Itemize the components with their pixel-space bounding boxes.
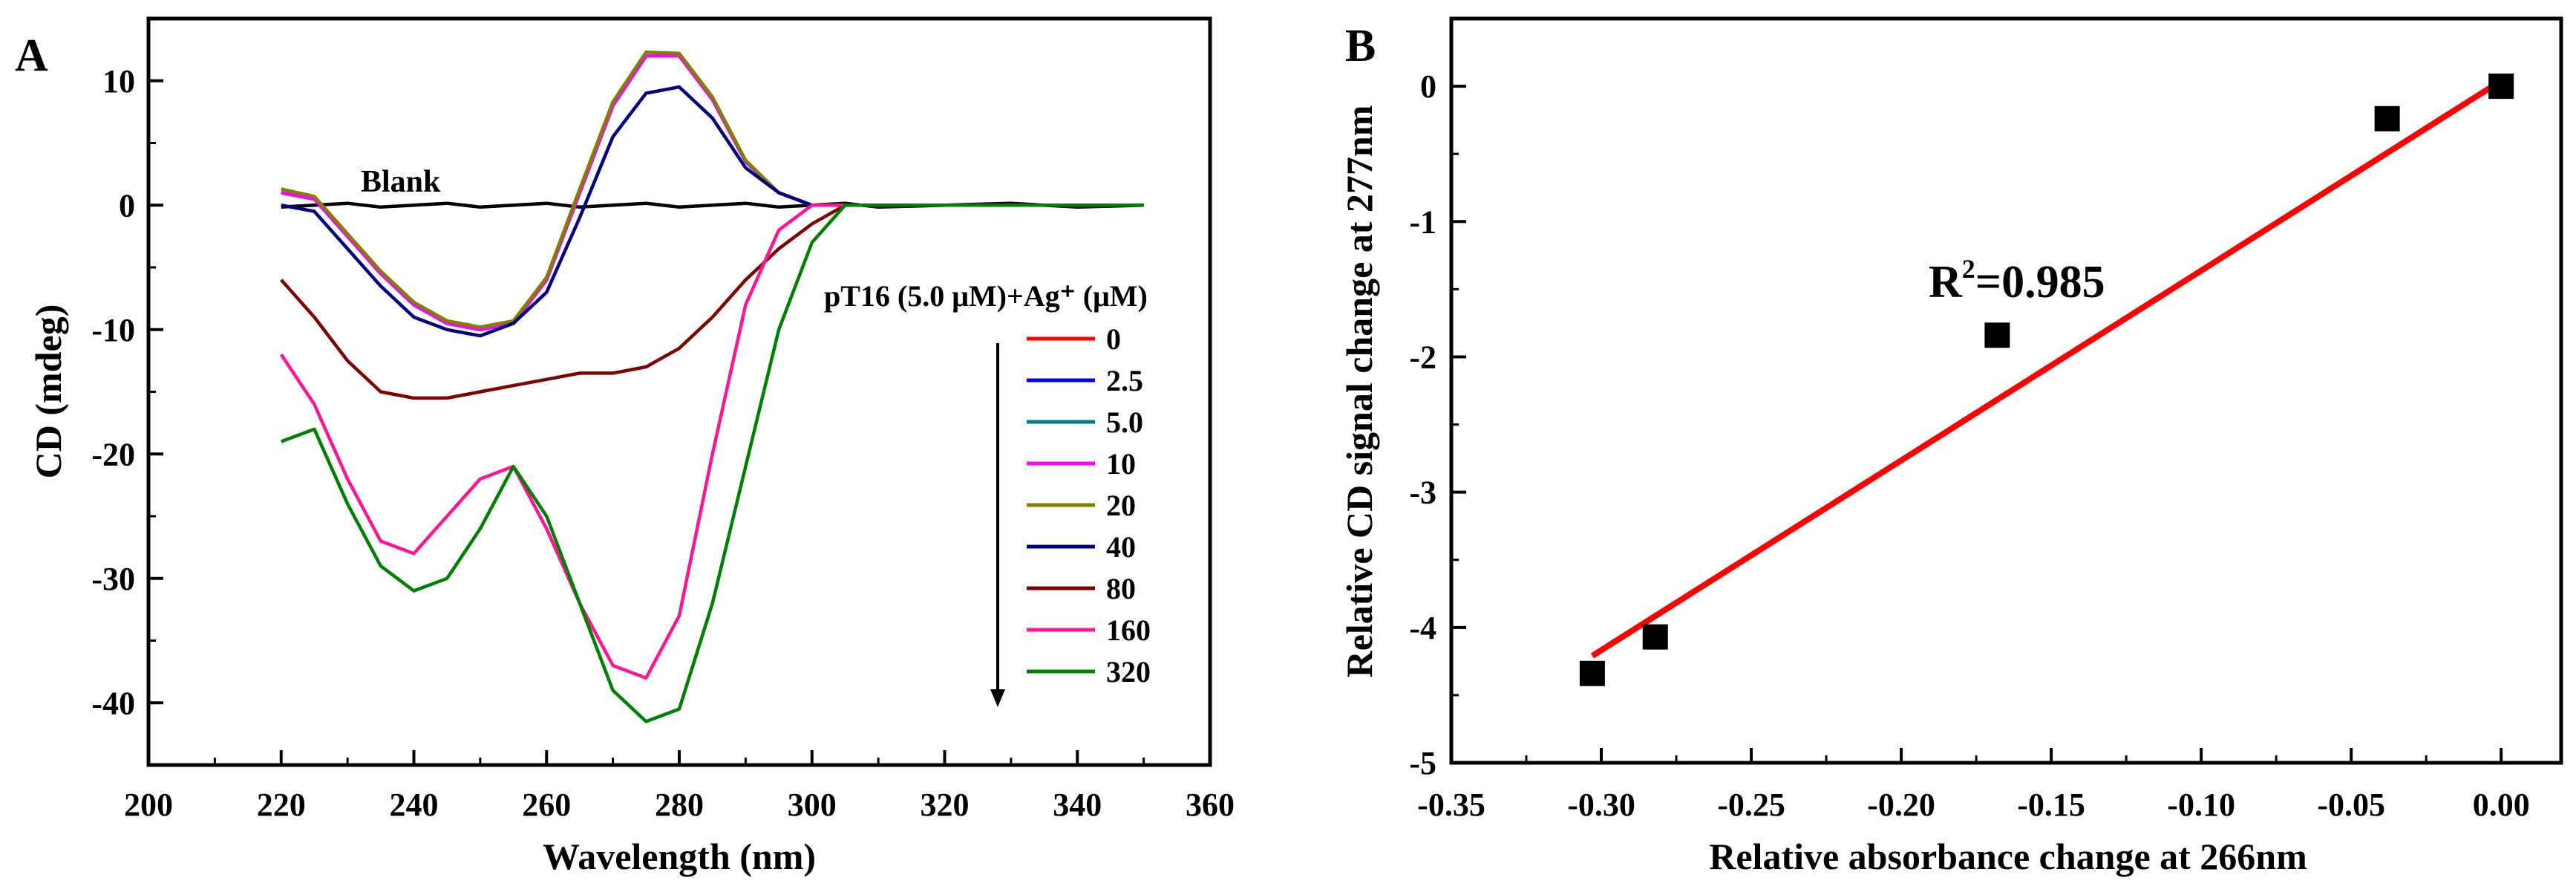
panel-b-x-axis-title: Relative absorbance change at 266nm [1709,836,2307,877]
panel-b-frame [1449,16,2563,765]
panel-a-x-tick-label: 280 [655,787,704,823]
data-point [1642,624,1668,650]
panel-a-x-tick-label: 300 [788,787,837,823]
data-point [2374,105,2400,131]
panel-b-y-axis-title: Relative CD signal change at 277nm [1338,105,1380,678]
panel-a-y-tick-label: 10 [102,63,135,100]
panel-a-x-tick-label: 360 [1186,787,1235,823]
panel-a-x-axis-title: Wavelength (nm) [543,836,816,877]
panel-a-x-tick-label: 240 [390,787,439,823]
legend-item-label: 10 [1106,447,1136,481]
panel-b-y-tick-label: -1 [1409,204,1436,240]
panel-a-y-tick-label: -10 [91,312,135,348]
series-line-320 [281,204,1144,723]
legend-item-label: 5.0 [1106,406,1143,439]
legend-item-label: 2.5 [1106,364,1143,397]
blank-annotation: Blank [361,165,441,199]
r-squared-annotation: R2=0.985 [1929,254,2105,307]
legend-arrow-head [990,689,1005,707]
panel-a-y-tick-label: 0 [119,187,135,224]
panel-b-y-tick-label: 0 [1420,68,1436,105]
panel-a-legend: pT16 (5.0 μM)+Ag⁺ (μM) 0 2.5 5.0 10 20 40 80 16… [824,279,1151,707]
panel-a-y-axis-title: CD (mdeg) [27,305,69,479]
legend-title: pT16 (5.0 μM)+Ag⁺ (μM) [824,279,1148,313]
panel-a-y-tick-label: -40 [91,685,135,721]
panel-a: A 200 220 240 260 280 300 320 340 360 -40-30-20-… [15,16,1235,877]
legend-item-label: 320 [1106,655,1151,689]
data-point [1579,660,1605,686]
panel-b-label: B [1345,21,1376,71]
panel-a-y-tick-label: -20 [91,436,135,472]
data-point [1984,322,2010,348]
regression-fit-line [1590,78,2503,659]
panel-b-x-tick-label: -0.25 [1717,787,1785,823]
panel-a-label: A [15,30,48,81]
panel-b-y-tick-label: -3 [1409,475,1436,511]
panel-b-y-tick-label: -4 [1409,610,1436,646]
legend-item-label: 80 [1106,572,1136,605]
panel-a-y-tick-label: -30 [91,561,135,597]
panel-b-x-tick-label: -0.10 [2167,787,2235,823]
panel-b-x-tick-label: -0.35 [1417,787,1485,823]
panel-a-x-tick-label: 200 [124,787,173,823]
legend-item-label: 20 [1106,489,1136,522]
panel-b-y-tick-label: -2 [1409,339,1436,375]
panel-b-x-tick-label: -0.05 [2317,787,2385,823]
panel-a-x-tick-label: 220 [257,787,306,823]
legend-item-label: 160 [1106,614,1151,647]
panel-b: B -0.35 -0.30 -0.25 -0.20 -0.15 -0.10 -0.05 0.0… [1338,16,2563,877]
panel-a-x-tick-label: 260 [522,787,571,823]
panel-b-x-tick-label: -0.30 [1567,787,1635,823]
panel-b-y-tick-label: -5 [1409,745,1436,781]
panel-b-x-tick-label: 0.00 [2473,787,2530,823]
panel-b-x-tick-label: -0.15 [2017,787,2085,823]
panel-a-x-tick-label: 340 [1053,787,1102,823]
data-point [2488,74,2514,100]
panel-a-x-tick-label: 320 [921,787,970,823]
panel-b-x-tick-label: -0.20 [1867,787,1935,823]
legend-item-label: 0 [1106,322,1121,356]
legend-item-label: 40 [1106,530,1136,564]
